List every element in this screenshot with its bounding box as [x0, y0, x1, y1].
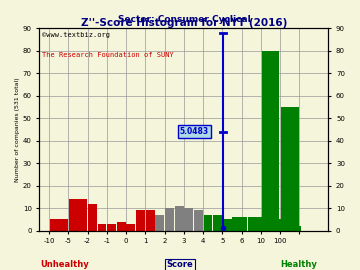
Bar: [156, 215, 164, 231]
Text: Sector: Consumer Cyclical: Sector: Consumer Cyclical: [117, 15, 250, 24]
Bar: [271, 219, 278, 231]
Bar: [279, 219, 286, 231]
Title: Z''-Score Histogram for NYT (2016): Z''-Score Histogram for NYT (2016): [81, 18, 287, 28]
Text: Score: Score: [167, 260, 193, 269]
Bar: [165, 208, 174, 231]
Text: 5.0483: 5.0483: [180, 127, 209, 136]
Bar: [184, 208, 193, 231]
Bar: [248, 217, 255, 231]
Text: ©www.textbiz.org: ©www.textbiz.org: [42, 32, 110, 38]
Bar: [240, 217, 247, 231]
Bar: [262, 51, 279, 231]
Bar: [233, 217, 241, 231]
Bar: [146, 210, 154, 231]
Bar: [175, 206, 184, 231]
Bar: [88, 204, 97, 231]
Bar: [281, 107, 299, 231]
Bar: [294, 226, 301, 231]
Bar: [69, 199, 87, 231]
Y-axis label: Number of companies (531 total): Number of companies (531 total): [15, 77, 20, 182]
Bar: [223, 219, 232, 231]
Bar: [194, 210, 203, 231]
Text: The Research Foundation of SUNY: The Research Foundation of SUNY: [42, 52, 174, 58]
Bar: [286, 224, 293, 231]
Text: Healthy: Healthy: [280, 260, 317, 269]
Bar: [136, 210, 145, 231]
Bar: [256, 217, 262, 231]
Bar: [50, 219, 68, 231]
Bar: [107, 224, 116, 231]
Bar: [117, 222, 126, 231]
Text: Unhealthy: Unhealthy: [40, 260, 89, 269]
Bar: [263, 219, 270, 231]
Bar: [98, 224, 107, 231]
Bar: [213, 215, 222, 231]
Bar: [203, 215, 212, 231]
Bar: [126, 224, 135, 231]
